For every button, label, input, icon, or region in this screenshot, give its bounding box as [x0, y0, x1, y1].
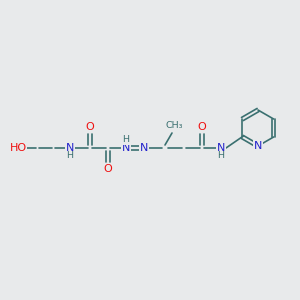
Text: CH₃: CH₃: [165, 122, 183, 130]
Text: N: N: [217, 143, 225, 153]
Text: N: N: [140, 143, 148, 153]
Text: O: O: [85, 122, 94, 132]
Text: N: N: [122, 143, 130, 153]
Text: HO: HO: [9, 143, 27, 153]
Text: O: O: [198, 122, 206, 132]
Text: H: H: [122, 136, 130, 145]
Text: N: N: [66, 143, 74, 153]
Text: N: N: [254, 141, 262, 151]
Text: O: O: [103, 164, 112, 174]
Text: H: H: [67, 152, 73, 160]
Text: H: H: [218, 152, 224, 160]
